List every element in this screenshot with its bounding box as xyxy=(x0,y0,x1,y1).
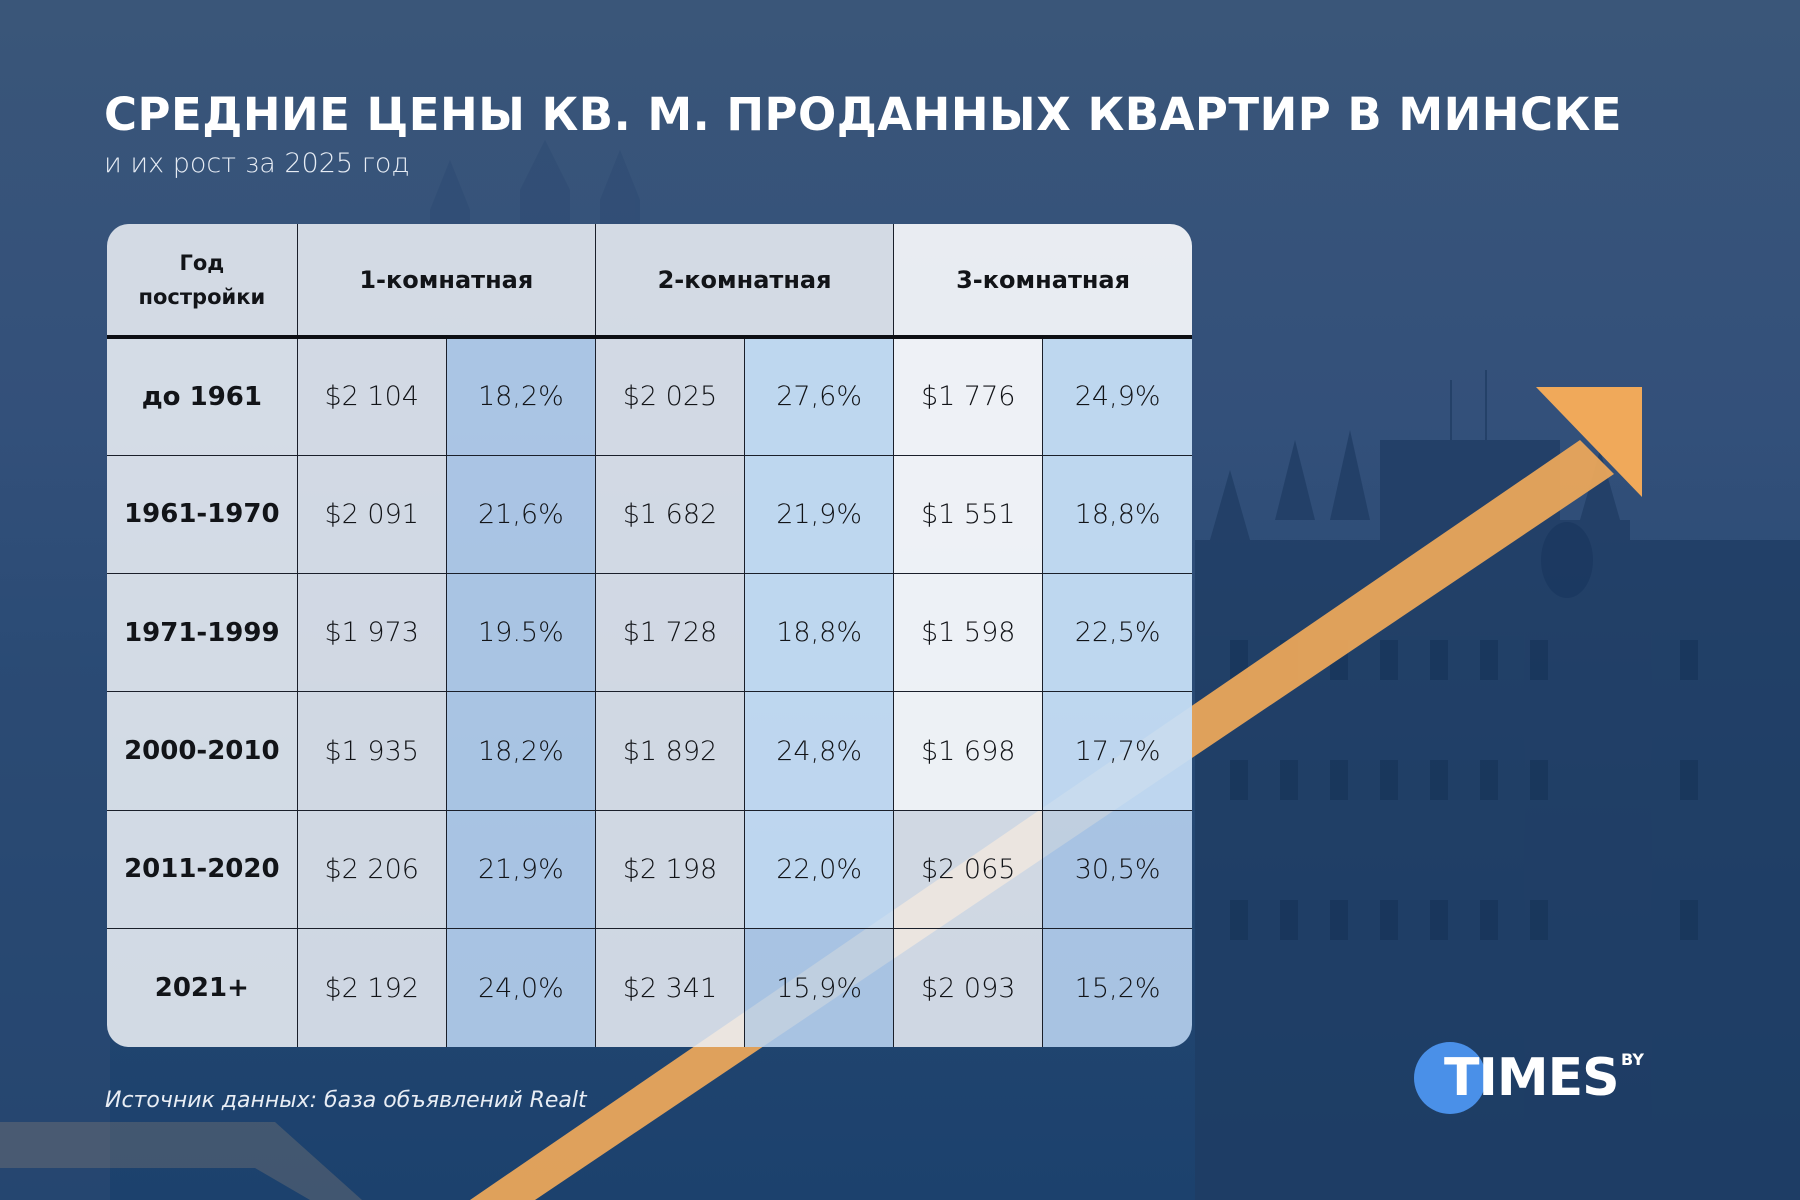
price-1-room: $2 104 xyxy=(296,336,447,456)
price-table: Год постройки 1-комнатная 2-комнатная 3-… xyxy=(107,224,1192,1047)
growth-2-room: 24,8% xyxy=(744,691,895,811)
price-1-room: $1 935 xyxy=(296,691,447,811)
price-3-room: $1 776 xyxy=(893,336,1044,456)
logo-superscript: BY xyxy=(1621,1050,1644,1069)
arrowhead-icon xyxy=(1536,387,1642,497)
column-header-2-room: 2-комнатная xyxy=(594,224,895,339)
growth-3-room: 17,7% xyxy=(1042,691,1192,811)
price-1-room: $2 192 xyxy=(296,928,447,1047)
row-year: 2021+ xyxy=(107,928,298,1047)
growth-1-room: 21,9% xyxy=(445,809,596,930)
row-year: 2011-2020 xyxy=(107,809,298,930)
growth-3-room: 15,2% xyxy=(1042,928,1192,1047)
row-year: 2000-2010 xyxy=(107,691,298,811)
price-1-room: $2 206 xyxy=(296,809,447,930)
growth-1-room: 19.5% xyxy=(445,573,596,693)
column-header-year: Год постройки xyxy=(107,224,298,339)
growth-1-room: 18,2% xyxy=(445,336,596,456)
data-source-note: Источник данных: база объявлений Realt xyxy=(105,1088,587,1113)
table-header-row: Год постройки 1-комнатная 2-комнатная 3-… xyxy=(107,224,1192,339)
price-3-room: $1 598 xyxy=(893,573,1044,693)
price-3-room: $1 698 xyxy=(893,691,1044,811)
column-header-year-line1: Год xyxy=(179,250,225,275)
table-row: 2000-2010 $1 935 18,2% $1 892 24,8% $1 6… xyxy=(107,691,1192,811)
logo-circle-icon xyxy=(1414,1042,1486,1114)
growth-2-room: 21,9% xyxy=(744,454,895,575)
table-row: 1971-1999 $1 973 19.5% $1 728 18,8% $1 5… xyxy=(107,573,1192,693)
growth-1-room: 24,0% xyxy=(445,928,596,1047)
growth-1-room: 21,6% xyxy=(445,454,596,575)
column-header-1-room: 1-комнатная xyxy=(296,224,596,339)
price-3-room: $2 093 xyxy=(893,928,1044,1047)
page-title: СРЕДНИЕ ЦЕНЫ КВ. М. ПРОДАННЫХ КВАРТИР В … xyxy=(104,88,1622,141)
page-subtitle: и их рост за 2025 год xyxy=(104,148,410,179)
growth-3-room: 30,5% xyxy=(1042,809,1192,930)
logo-wordmark: TIMES xyxy=(1444,1048,1620,1108)
price-1-room: $2 091 xyxy=(296,454,447,575)
table-row: 2021+ $2 192 24,0% $2 341 15,9% $2 093 1… xyxy=(107,928,1192,1047)
price-2-room: $2 341 xyxy=(594,928,746,1047)
price-table-card: Год постройки 1-комнатная 2-комнатная 3-… xyxy=(107,224,1192,1047)
growth-3-room: 22,5% xyxy=(1042,573,1192,693)
price-1-room: $1 973 xyxy=(296,573,447,693)
table-row: 1961-1970 $2 091 21,6% $1 682 21,9% $1 5… xyxy=(107,454,1192,575)
price-2-room: $1 892 xyxy=(594,691,746,811)
building-windows xyxy=(1230,640,1698,940)
price-3-room: $1 551 xyxy=(893,454,1044,575)
growth-2-room: 15,9% xyxy=(744,928,895,1047)
row-year: 1971-1999 xyxy=(107,573,298,693)
table-row: 2011-2020 $2 206 21,9% $2 198 22,0% $2 0… xyxy=(107,809,1192,930)
row-year: 1961-1970 xyxy=(107,454,298,575)
faded-chevron xyxy=(0,1122,362,1200)
table-row: до 1961 $2 104 18,2% $2 025 27,6% $1 776… xyxy=(107,336,1192,456)
column-header-3-room: 3-комнатная xyxy=(893,224,1192,339)
price-2-room: $2 198 xyxy=(594,809,746,930)
growth-2-room: 27,6% xyxy=(744,336,895,456)
growth-2-room: 22,0% xyxy=(744,809,895,930)
price-3-room: $2 065 xyxy=(893,809,1044,930)
column-header-year-line2: постройки xyxy=(138,284,266,309)
growth-1-room: 18,2% xyxy=(445,691,596,811)
row-year: до 1961 xyxy=(107,336,298,456)
growth-3-room: 18,8% xyxy=(1042,454,1192,575)
price-2-room: $2 025 xyxy=(594,336,746,456)
price-2-room: $1 728 xyxy=(594,573,746,693)
growth-2-room: 18,8% xyxy=(744,573,895,693)
growth-3-room: 24,9% xyxy=(1042,336,1192,456)
times-by-logo: TIMES BY xyxy=(1414,1040,1654,1120)
price-2-room: $1 682 xyxy=(594,454,746,575)
